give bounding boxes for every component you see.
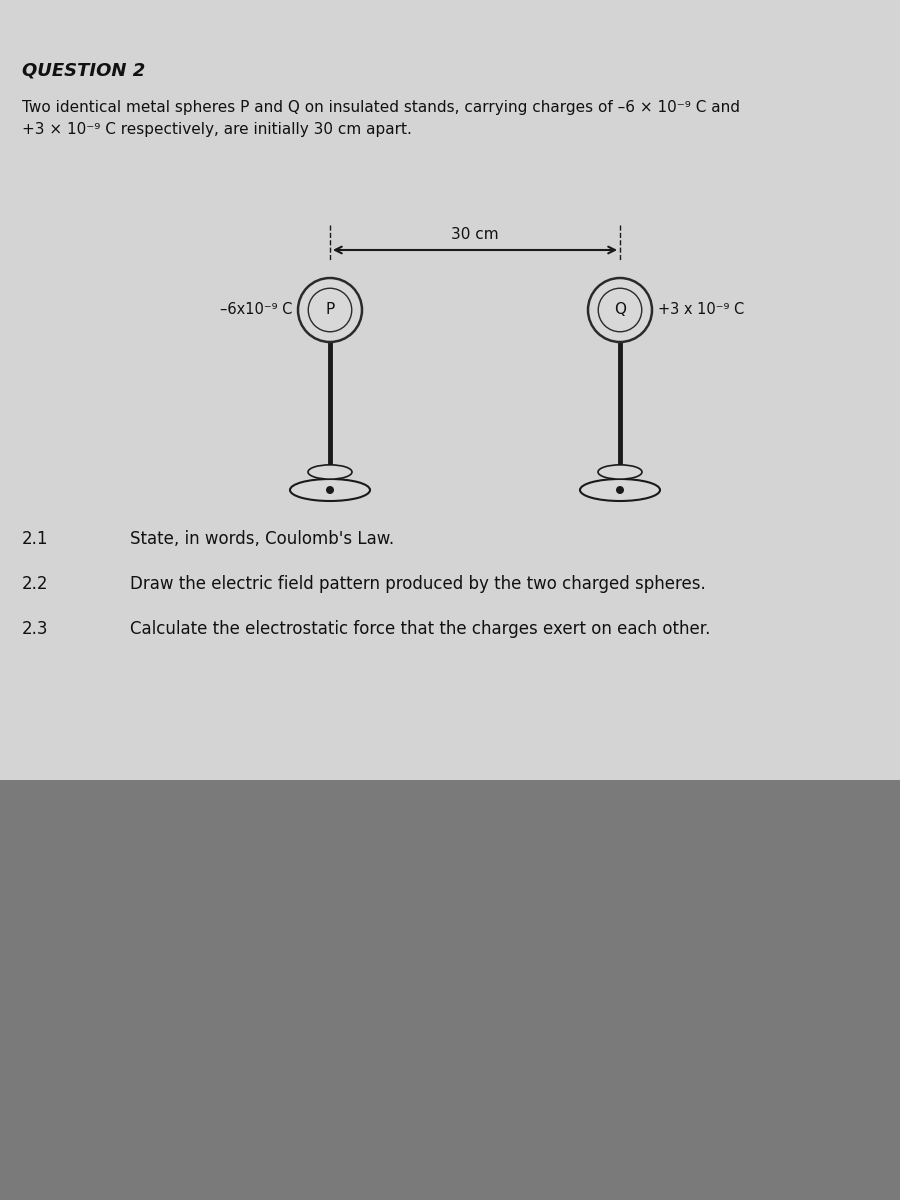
Ellipse shape bbox=[580, 479, 660, 502]
Text: Two identical metal spheres P and Q on insulated stands, carrying charges of –6 : Two identical metal spheres P and Q on i… bbox=[22, 100, 740, 115]
Text: State, in words, Coulomb's Law.: State, in words, Coulomb's Law. bbox=[130, 530, 394, 548]
Text: 2.2: 2.2 bbox=[22, 575, 49, 593]
Text: Draw the electric field pattern produced by the two charged spheres.: Draw the electric field pattern produced… bbox=[130, 575, 706, 593]
Text: 30 cm: 30 cm bbox=[451, 227, 499, 242]
Text: Calculate the electrostatic force that the charges exert on each other.: Calculate the electrostatic force that t… bbox=[130, 620, 710, 638]
Circle shape bbox=[588, 278, 652, 342]
Text: Q: Q bbox=[614, 302, 626, 318]
Text: –6x10⁻⁹ C: –6x10⁻⁹ C bbox=[220, 302, 292, 318]
Circle shape bbox=[298, 278, 362, 342]
Ellipse shape bbox=[598, 464, 642, 479]
Circle shape bbox=[616, 486, 624, 494]
Text: +3 x 10⁻⁹ C: +3 x 10⁻⁹ C bbox=[658, 302, 744, 318]
Circle shape bbox=[326, 486, 334, 494]
Ellipse shape bbox=[290, 479, 370, 502]
Bar bbox=[0, 780, 900, 1200]
Text: +3 × 10⁻⁹ C respectively, are initially 30 cm apart.: +3 × 10⁻⁹ C respectively, are initially … bbox=[22, 122, 412, 137]
Text: 2.3: 2.3 bbox=[22, 620, 49, 638]
Ellipse shape bbox=[308, 464, 352, 479]
Bar bbox=[0, 0, 900, 780]
Text: P: P bbox=[326, 302, 335, 318]
Text: QUESTION 2: QUESTION 2 bbox=[22, 62, 145, 80]
Text: 2.1: 2.1 bbox=[22, 530, 49, 548]
